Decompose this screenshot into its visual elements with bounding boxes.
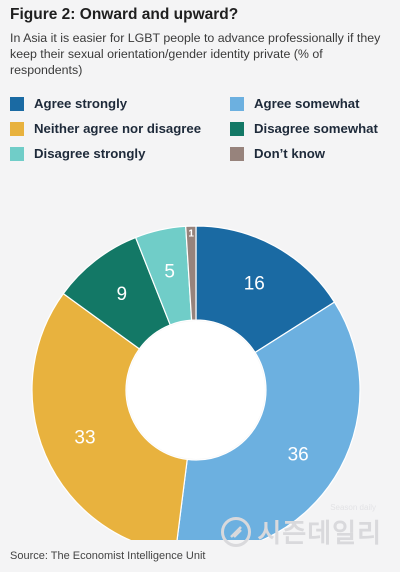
donut-hole: [127, 321, 265, 459]
data-label: 9: [117, 284, 128, 305]
legend-label: Don’t know: [254, 146, 326, 161]
watermark-text: 시즌데일리: [257, 518, 382, 548]
data-label: 5: [164, 261, 175, 282]
chart-subtitle: In Asia it is easier for LGBT people to …: [10, 31, 381, 77]
legend-swatch: [230, 96, 244, 111]
legend-swatch: [10, 146, 24, 161]
donut-chart: 16 36 33 9 5 1: [31, 225, 361, 540]
legend-label: Agree strongly: [34, 96, 128, 111]
legend: Agree strongly Agree somewhat Neither ag…: [10, 96, 395, 168]
legend-item-agree-somewhat: Agree somewhat: [230, 96, 360, 111]
legend-item-neither: Neither agree nor disagree: [10, 121, 201, 136]
legend-swatch: [230, 121, 244, 136]
legend-item-dont-know: Don’t know: [230, 146, 325, 161]
legend-swatch: [230, 146, 244, 161]
legend-swatch: [10, 96, 24, 111]
watermark-subtext: Season daily: [330, 503, 376, 512]
watermark: 시즌데일리 Season daily: [221, 503, 382, 550]
legend-label: Neither agree nor disagree: [34, 121, 202, 136]
chart-title: Figure 2: Onward and upward?: [10, 6, 239, 23]
data-label: 1: [188, 229, 194, 240]
legend-label: Agree somewhat: [254, 96, 360, 111]
legend-item-agree-strongly: Agree strongly: [10, 96, 127, 111]
watermark-logo-icon: [221, 516, 252, 547]
slice-agree-somewhat: [176, 301, 361, 540]
legend-swatch: [10, 121, 24, 136]
legend-label: Disagree somewhat: [254, 121, 378, 136]
data-label: 36: [288, 444, 309, 465]
legend-label: Disagree strongly: [34, 146, 146, 161]
slice-neither: [31, 292, 188, 540]
source-note: Source: The Economist Intelligence Unit: [10, 550, 206, 562]
slice-dont-know: [185, 225, 197, 321]
slice-agree-strongly: [195, 225, 336, 354]
legend-item-disagree-strongly: Disagree strongly: [10, 146, 145, 161]
legend-item-disagree-somewhat: Disagree somewhat: [230, 121, 378, 136]
data-label: 16: [244, 273, 265, 294]
data-label: 33: [74, 428, 95, 449]
